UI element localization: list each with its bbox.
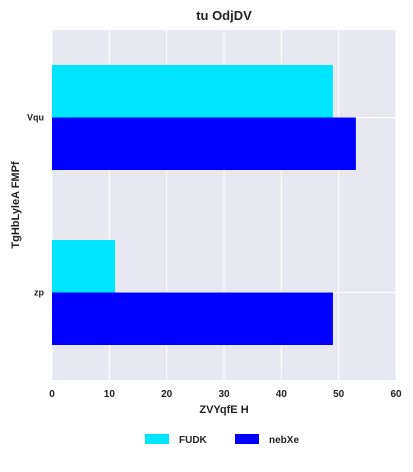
bars bbox=[52, 65, 356, 345]
x-axis-label: ZVYqfE H bbox=[199, 404, 248, 416]
bar-FUDK-Vqu bbox=[52, 65, 333, 118]
x-tick-label: 50 bbox=[333, 389, 345, 400]
x-tick-label: 30 bbox=[218, 389, 230, 400]
legend-swatch bbox=[145, 434, 169, 444]
bar-nebXe-zp bbox=[52, 292, 333, 345]
x-tick-label: 60 bbox=[390, 389, 402, 400]
legend: FUDK nebXe bbox=[145, 434, 299, 446]
x-tick-labels: 0 10 20 30 40 50 60 bbox=[49, 389, 402, 400]
bar-nebXe-Vqu bbox=[52, 117, 356, 170]
legend-label: nebXe bbox=[269, 435, 299, 446]
chart-title: tu OdjDV bbox=[196, 8, 252, 23]
x-tick-label: 40 bbox=[276, 389, 288, 400]
x-tick-label: 10 bbox=[104, 389, 116, 400]
y-axis-label: TgHbLyleA FMPf bbox=[10, 161, 22, 249]
x-tick-label: 0 bbox=[49, 389, 55, 400]
legend-label: FUDK bbox=[179, 435, 208, 446]
y-category-label: Vqu bbox=[27, 113, 44, 123]
legend-swatch bbox=[235, 434, 259, 444]
y-category-labels: Vqu zp bbox=[27, 113, 45, 298]
y-category-label: zp bbox=[34, 288, 45, 298]
bar-FUDK-zp bbox=[52, 240, 116, 293]
x-tick-label: 20 bbox=[161, 389, 173, 400]
